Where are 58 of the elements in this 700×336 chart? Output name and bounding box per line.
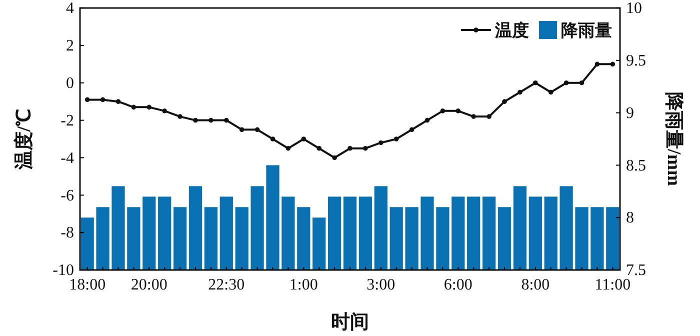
point bbox=[301, 136, 306, 142]
y-axis-title: 温度/℃ bbox=[13, 108, 35, 171]
point bbox=[394, 136, 399, 142]
y-tick-label: 2 bbox=[66, 38, 74, 55]
y-tick-label: -4 bbox=[60, 150, 74, 167]
y2-tick-label: 8 bbox=[626, 210, 634, 227]
legend-label: 降雨量 bbox=[561, 21, 612, 40]
point bbox=[486, 114, 492, 119]
point bbox=[193, 118, 198, 123]
x-tick-label: 8:00 bbox=[521, 276, 550, 294]
y-tick-label: -6 bbox=[60, 187, 74, 204]
point bbox=[131, 104, 136, 110]
point bbox=[208, 118, 214, 123]
y-tick-label: 4 bbox=[66, 0, 74, 18]
y2-tick-label: 9 bbox=[626, 104, 634, 122]
point bbox=[239, 127, 244, 132]
point bbox=[332, 155, 337, 160]
point bbox=[579, 80, 584, 86]
y-tick-label: 0 bbox=[66, 74, 74, 92]
point bbox=[100, 97, 106, 102]
y2-axis-title: 降雨量/mm bbox=[663, 92, 684, 186]
point bbox=[84, 97, 90, 102]
point bbox=[409, 127, 414, 132]
point bbox=[424, 118, 430, 123]
y2-tick-label: 8.5 bbox=[626, 157, 646, 174]
point bbox=[518, 90, 522, 95]
point bbox=[471, 114, 476, 119]
x-tick-label: 3:00 bbox=[366, 276, 396, 294]
point bbox=[316, 146, 322, 151]
point bbox=[564, 80, 569, 86]
x-tick-label: 22:30 bbox=[208, 276, 245, 294]
y-tick-label: -2 bbox=[60, 112, 74, 130]
x-tick-label: 6:00 bbox=[444, 276, 472, 294]
point bbox=[440, 108, 446, 114]
x-tick-label: 20:00 bbox=[130, 276, 168, 294]
point bbox=[254, 127, 260, 132]
point bbox=[146, 104, 152, 110]
y2-tick-label: 10 bbox=[626, 0, 642, 18]
y2-tick-label: 9.5 bbox=[626, 52, 646, 70]
point bbox=[378, 140, 384, 146]
y-tick-label: -8 bbox=[60, 224, 74, 242]
x-tick-label: 1:00 bbox=[289, 276, 318, 294]
legend-label: 温度 bbox=[494, 21, 529, 40]
point bbox=[224, 118, 229, 123]
point bbox=[548, 90, 554, 95]
point bbox=[533, 80, 538, 86]
point bbox=[178, 114, 182, 119]
x-axis-title: 时间 bbox=[331, 311, 369, 333]
point bbox=[286, 146, 291, 151]
point bbox=[116, 99, 121, 104]
point bbox=[502, 99, 507, 104]
point bbox=[594, 62, 600, 67]
point bbox=[363, 146, 368, 151]
point bbox=[348, 146, 352, 151]
point bbox=[162, 108, 167, 114]
point bbox=[270, 136, 276, 142]
point bbox=[456, 108, 461, 114]
point bbox=[610, 62, 616, 67]
